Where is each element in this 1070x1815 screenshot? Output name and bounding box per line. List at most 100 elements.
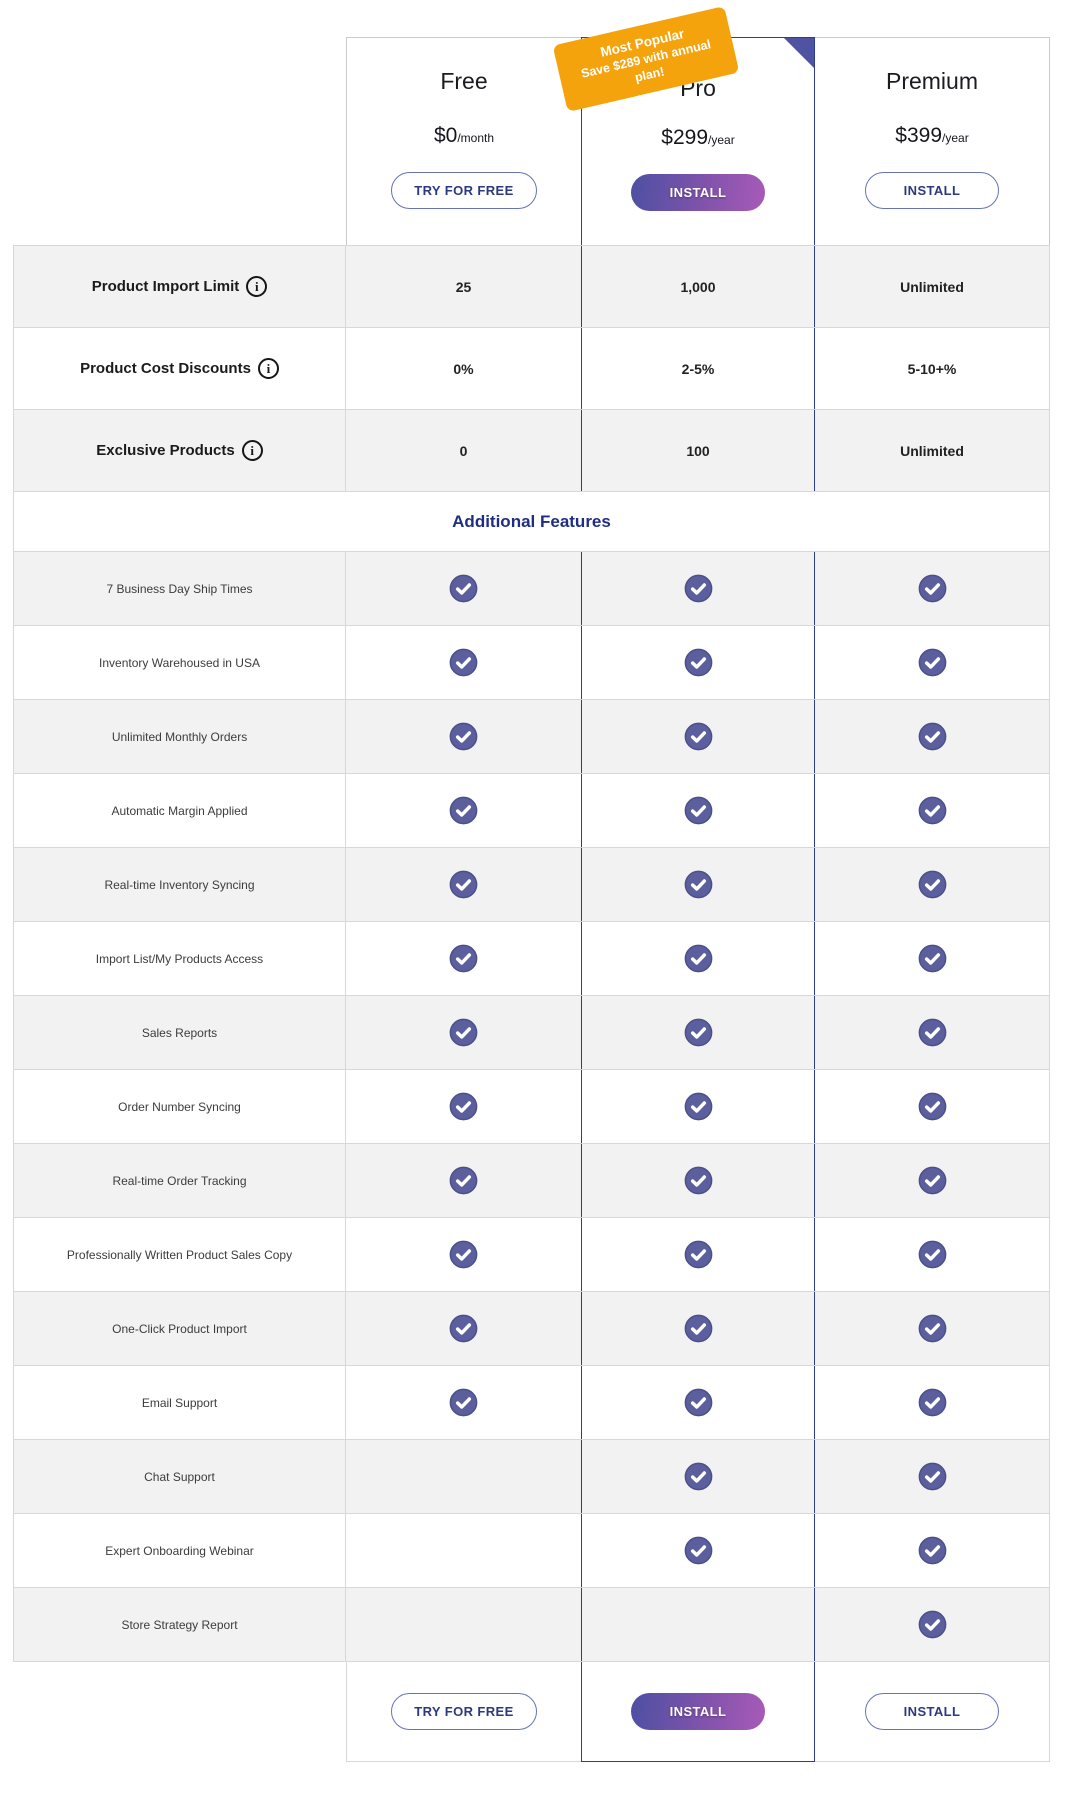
footer-cell-pro: INSTALL <box>581 1662 815 1762</box>
spec-label: Exclusive Products <box>96 442 235 459</box>
plan-name: Premium <box>885 68 978 94</box>
feature-cell-pro <box>581 626 815 699</box>
spec-rows-section: Product Import Limit i 25 1,000 Unlimite… <box>13 245 1050 491</box>
plan-card-premium: Premium $399/year INSTALL <box>815 37 1050 245</box>
plan-price-period: /year <box>708 133 735 147</box>
check-icon <box>684 1166 712 1195</box>
spec-label-cell: Product Cost Discounts i <box>13 328 346 409</box>
check-icon <box>918 574 946 603</box>
feature-label-cell: 7 Business Day Ship Times <box>13 552 346 625</box>
spec-value-premium: Unlimited <box>815 410 1050 491</box>
feature-rows-section: 7 Business Day Ship Times Inventory Ware… <box>13 551 1050 1661</box>
feature-label-cell: Chat Support <box>13 1440 346 1513</box>
feature-row: 7 Business Day Ship Times <box>13 551 1050 625</box>
feature-label: Store Strategy Report <box>121 1617 238 1632</box>
feature-cell-free <box>346 1144 581 1217</box>
plans-header-row: Free $0/month TRY FOR FREE Pro $299/year… <box>13 6 1050 245</box>
install-button-pro[interactable]: INSTALL <box>631 174 765 211</box>
feature-label: Real-time Order Tracking <box>112 1173 247 1188</box>
check-icon <box>449 796 478 825</box>
info-icon[interactable]: i <box>241 440 263 461</box>
spec-value-pro: 2-5% <box>581 328 815 409</box>
check-icon <box>918 1462 946 1491</box>
check-icon <box>449 1166 478 1195</box>
feature-cell-free <box>346 1070 581 1143</box>
feature-cell-free <box>346 1292 581 1365</box>
feature-row: Professionally Written Product Sales Cop… <box>13 1217 1050 1291</box>
feature-row: One-Click Product Import <box>13 1291 1050 1365</box>
feature-row: Import List/My Products Access <box>13 921 1050 995</box>
additional-features-header-row: Additional Features <box>13 491 1050 551</box>
info-icon[interactable]: i <box>246 276 268 297</box>
footer-cell-premium: INSTALL <box>815 1662 1050 1762</box>
check-icon <box>684 1462 712 1491</box>
install-button-footer-premium[interactable]: INSTALL <box>865 1693 999 1730</box>
spec-value-premium: Unlimited <box>815 246 1050 327</box>
spec-row: Product Import Limit i 25 1,000 Unlimite… <box>13 245 1050 327</box>
spec-value-pro: 100 <box>581 410 815 491</box>
spec-value-premium: 5-10+% <box>815 328 1050 409</box>
feature-row: Sales Reports <box>13 995 1050 1069</box>
plan-card-pro: Pro $299/year INSTALL Most Popular Save … <box>552 6 815 245</box>
check-icon <box>684 722 712 751</box>
try-for-free-button-free[interactable]: TRY FOR FREE <box>391 172 537 209</box>
check-icon <box>449 870 478 899</box>
feature-row: Store Strategy Report <box>13 1587 1050 1661</box>
feature-label-cell: Professionally Written Product Sales Cop… <box>13 1218 346 1291</box>
feature-cell-premium <box>815 1070 1050 1143</box>
feature-row: Inventory Warehoused in USA <box>13 625 1050 699</box>
check-icon <box>918 1314 946 1343</box>
feature-cell-pro <box>581 996 815 1069</box>
feature-label: 7 Business Day Ship Times <box>106 581 253 596</box>
feature-cell-free <box>346 922 581 995</box>
feature-cell-free <box>346 1514 581 1587</box>
feature-cell-pro <box>581 1070 815 1143</box>
check-icon <box>684 574 712 603</box>
feature-cell-premium <box>815 1144 1050 1217</box>
feature-cell-premium <box>815 1588 1050 1661</box>
check-icon <box>449 1388 478 1417</box>
feature-cell-pro <box>581 848 815 921</box>
feature-label: Email Support <box>141 1395 218 1410</box>
plans-footer-row: TRY FOR FREE INSTALL INSTALL <box>13 1661 1050 1762</box>
feature-label-cell: Inventory Warehoused in USA <box>13 626 346 699</box>
check-icon <box>684 944 712 973</box>
footer-spacer <box>13 1662 346 1762</box>
feature-cell-pro <box>581 700 815 773</box>
feature-cell-free <box>346 996 581 1069</box>
info-icon[interactable]: i <box>257 358 279 379</box>
feature-label: Expert Onboarding Webinar <box>105 1543 254 1558</box>
spec-value-pro: 1,000 <box>581 246 815 327</box>
install-button-footer-pro[interactable]: INSTALL <box>631 1693 765 1730</box>
spec-row: Product Cost Discounts i 0% 2-5% 5-10+% <box>13 327 1050 409</box>
feature-cell-pro <box>581 1366 815 1439</box>
feature-label: Import List/My Products Access <box>95 951 264 966</box>
feature-label: Inventory Warehoused in USA <box>99 655 260 670</box>
feature-label-cell: Order Number Syncing <box>13 1070 346 1143</box>
feature-label: One-Click Product Import <box>112 1321 247 1336</box>
feature-cell-pro <box>581 1588 815 1661</box>
feature-cell-premium <box>815 774 1050 847</box>
check-icon <box>449 1240 478 1269</box>
check-icon <box>684 648 712 677</box>
feature-cell-free <box>346 848 581 921</box>
feature-row: Unlimited Monthly Orders <box>13 699 1050 773</box>
try-for-free-button-footer-free[interactable]: TRY FOR FREE <box>391 1693 537 1730</box>
feature-label-cell: One-Click Product Import <box>13 1292 346 1365</box>
check-icon <box>449 648 478 677</box>
check-icon <box>684 1314 712 1343</box>
check-icon <box>449 1018 478 1047</box>
feature-row: Email Support <box>13 1365 1050 1439</box>
check-icon <box>918 870 946 899</box>
pricing-table: Free $0/month TRY FOR FREE Pro $299/year… <box>13 6 1050 1762</box>
feature-row: Real-time Order Tracking <box>13 1143 1050 1217</box>
feature-cell-premium <box>815 1366 1050 1439</box>
install-button-premium[interactable]: INSTALL <box>865 172 999 209</box>
plan-price: $399/year <box>895 124 968 148</box>
spec-label: Product Import Limit <box>91 278 240 295</box>
check-icon <box>684 1536 712 1565</box>
feature-cell-free <box>346 774 581 847</box>
spec-label: Product Cost Discounts <box>80 360 251 377</box>
check-icon <box>918 1092 946 1121</box>
check-icon <box>918 1018 946 1047</box>
